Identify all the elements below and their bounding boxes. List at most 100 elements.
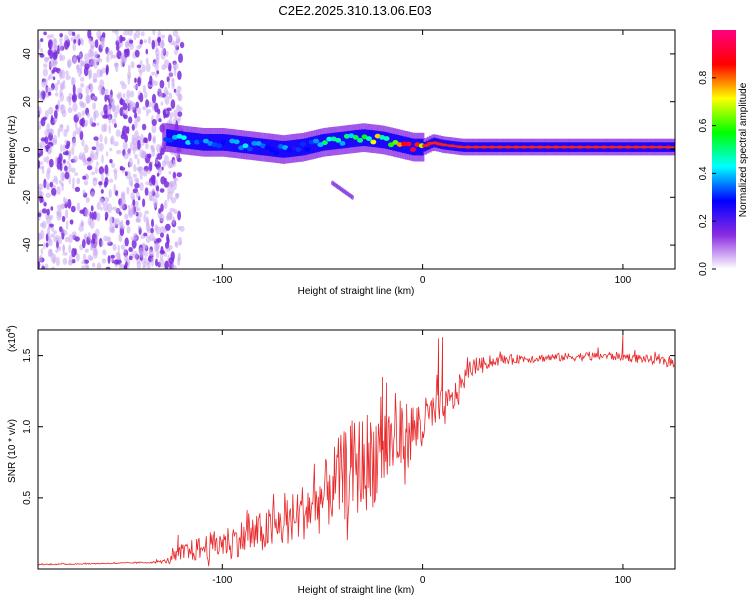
noise-blob [140, 133, 144, 143]
noise-blob [62, 228, 65, 234]
noise-blob [71, 77, 76, 86]
noise-blob [141, 64, 146, 73]
noise-blob [74, 236, 80, 242]
noise-blob [150, 227, 154, 234]
noise-blob [90, 57, 96, 66]
noise-blob [84, 208, 90, 218]
noise-blob [55, 104, 59, 110]
x-tick-label: -100 [212, 575, 232, 586]
noise-blob [164, 91, 170, 96]
noise-blob [62, 80, 66, 85]
noise-blob [83, 144, 89, 154]
noise-blob [169, 112, 174, 119]
signal-band [279, 140, 282, 158]
noise-blob [47, 91, 52, 96]
noise-blob [177, 93, 183, 102]
noise-blob [130, 61, 135, 69]
noise-blob [137, 107, 142, 115]
signal-blob [255, 141, 262, 146]
signal-band [180, 131, 184, 148]
noise-blob [49, 181, 54, 188]
noise-blob [167, 191, 170, 202]
noise-blob [131, 124, 135, 131]
noise-blob [113, 111, 118, 119]
noise-blob [63, 129, 68, 137]
noise-blob [167, 33, 172, 42]
signal-band [411, 138, 414, 156]
noise-blob [43, 63, 48, 68]
snr-multiplier: (x104) [6, 325, 18, 352]
signal-blob [282, 145, 289, 150]
noise-blob [48, 158, 54, 168]
noise-blob [46, 208, 50, 216]
noise-blob [163, 199, 168, 210]
noise-blob [136, 116, 140, 123]
signal-blob [273, 149, 280, 155]
noise-blob [144, 244, 148, 249]
noise-blob [126, 186, 130, 195]
noise-blob [96, 30, 102, 38]
signal-blob [357, 138, 364, 143]
noise-blob [151, 178, 156, 185]
noise-blob [135, 30, 141, 39]
noise-blob [49, 87, 54, 92]
noise-blob [90, 205, 94, 212]
signal-blob [202, 138, 209, 144]
noise-blob [167, 80, 171, 89]
noise-blob [45, 242, 49, 248]
noise-blob [103, 235, 109, 242]
noise-blob [113, 170, 118, 181]
noise-blob [41, 265, 45, 269]
noise-blob [102, 114, 108, 119]
noise-blob [92, 248, 98, 259]
noise-blob [101, 154, 104, 164]
noise-blob [143, 39, 147, 44]
noise-blob [160, 101, 164, 106]
noise-blob [120, 97, 123, 105]
noise-blob [59, 53, 63, 62]
signal-band [183, 131, 186, 149]
noise-blob [144, 210, 149, 215]
noise-blob [116, 149, 122, 155]
noise-blob [76, 202, 81, 211]
noise-blob [59, 92, 64, 103]
snr-content [38, 334, 675, 567]
signal-blob [198, 138, 205, 144]
noise-blob [40, 48, 44, 53]
snr-ylabel: SNR (10 * v/v) [7, 419, 18, 483]
snr-ticks: -100 0 100 0.5 1.0 1.5 [22, 330, 675, 586]
noise-blob [38, 254, 43, 263]
noise-blob [101, 124, 106, 133]
noise-blob [158, 118, 162, 123]
noise-blob [156, 172, 160, 177]
noise-blob [134, 118, 138, 129]
noise-blob [151, 39, 156, 50]
noise-blob [144, 137, 148, 144]
noise-blob [104, 196, 110, 203]
snr-multiplier-close: ) [7, 325, 18, 328]
noise-blob [112, 104, 117, 113]
noise-blob [43, 242, 46, 250]
noise-blob [59, 33, 63, 38]
noise-blob [63, 159, 66, 164]
noise-blob [101, 172, 104, 183]
noise-blob [104, 176, 109, 186]
noise-blob [39, 191, 44, 198]
noise-blob [72, 54, 78, 64]
signal-band [348, 130, 352, 148]
x-tick-label: 100 [615, 275, 632, 286]
noise-blob [128, 255, 133, 261]
noise-blob [146, 261, 151, 269]
noise-blob [84, 53, 90, 63]
noise-blob [84, 248, 89, 253]
signal-blob [313, 138, 319, 144]
noise-blob [166, 107, 172, 112]
signal-band [308, 137, 311, 155]
noise-blob [84, 63, 90, 70]
noise-blob [137, 211, 143, 218]
noise-blob [49, 58, 55, 67]
noise-blob [64, 165, 68, 172]
signal-band [219, 134, 222, 151]
noise-blob [56, 79, 61, 85]
